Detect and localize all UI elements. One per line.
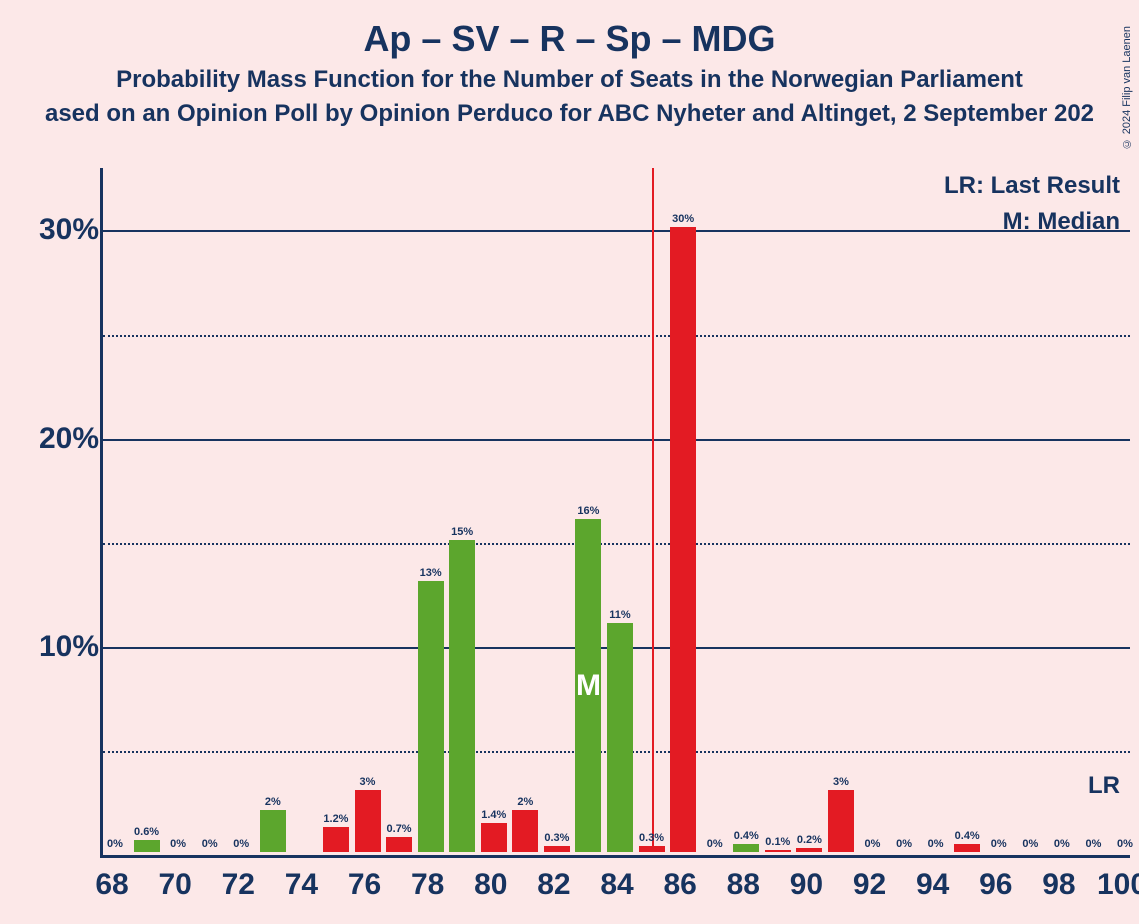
bar-value-label: 3% (811, 776, 871, 788)
bar-value-label: 11% (590, 609, 650, 621)
chart-area: LR0%0.6%0%0%0%2%1.2%3%0.7%13%15%1.4%2%0.… (100, 168, 1130, 858)
bar (796, 848, 822, 852)
gridline (103, 543, 1130, 545)
median-marker: M (576, 669, 601, 703)
bar (386, 837, 412, 852)
chart-subtitle: Probability Mass Function for the Number… (0, 66, 1139, 94)
x-axis-label: 78 (397, 868, 459, 902)
y-axis-label: 10% (9, 630, 99, 664)
gridline (103, 439, 1130, 441)
bar-value-label: 2% (495, 796, 555, 808)
bar (449, 540, 475, 852)
plot-area: LR0%0.6%0%0%0%2%1.2%3%0.7%13%15%1.4%2%0.… (100, 168, 1130, 858)
copyright-text: © 2024 Filip van Laenen (1121, 26, 1133, 149)
bar-value-label: 15% (432, 526, 492, 538)
x-axis-label: 92 (839, 868, 901, 902)
title-block: Ap – SV – R – Sp – MDG Probability Mass … (0, 18, 1139, 128)
lr-short-label: LR (1088, 772, 1120, 800)
x-axis-label: 100 (1091, 868, 1139, 902)
y-axis-label: 30% (9, 213, 99, 247)
x-axis-label: 72 (207, 868, 269, 902)
bar (544, 846, 570, 852)
x-axis-label: 96 (965, 868, 1027, 902)
y-axis-label: 20% (9, 422, 99, 456)
bar-value-label: 16% (558, 505, 618, 517)
x-axis-label: 70 (144, 868, 206, 902)
x-axis-label: 86 (649, 868, 711, 902)
x-axis-label: 74 (270, 868, 332, 902)
x-axis-label: 98 (1028, 868, 1090, 902)
bar-value-label: 2% (243, 796, 303, 808)
bar (323, 827, 349, 852)
x-axis-label: 80 (460, 868, 522, 902)
bar-value-label: 3% (338, 776, 398, 788)
x-axis-label: 94 (902, 868, 964, 902)
bar (639, 846, 665, 852)
bar (260, 810, 286, 852)
bar (607, 623, 633, 852)
x-axis-label: 76 (334, 868, 396, 902)
x-axis-label: 68 (81, 868, 143, 902)
bar (765, 850, 791, 852)
x-axis-label: 90 (775, 868, 837, 902)
bar (481, 823, 507, 852)
bar (670, 227, 696, 852)
x-axis-label: 84 (586, 868, 648, 902)
legend-m: M: Median (1003, 208, 1120, 236)
chart-source: ased on an Opinion Poll by Opinion Perdu… (0, 100, 1139, 128)
gridline (103, 335, 1130, 337)
bar-value-label: 0% (1095, 838, 1139, 850)
bar-value-label: 0.6% (117, 826, 177, 838)
last-result-line (652, 168, 654, 852)
gridline (103, 230, 1130, 232)
x-axis-label: 82 (523, 868, 585, 902)
bar-value-label: 30% (653, 213, 713, 225)
x-axis-label: 88 (712, 868, 774, 902)
bar (355, 790, 381, 852)
legend-lr: LR: Last Result (944, 172, 1120, 200)
chart-title: Ap – SV – R – Sp – MDG (0, 18, 1139, 60)
bar (418, 581, 444, 852)
